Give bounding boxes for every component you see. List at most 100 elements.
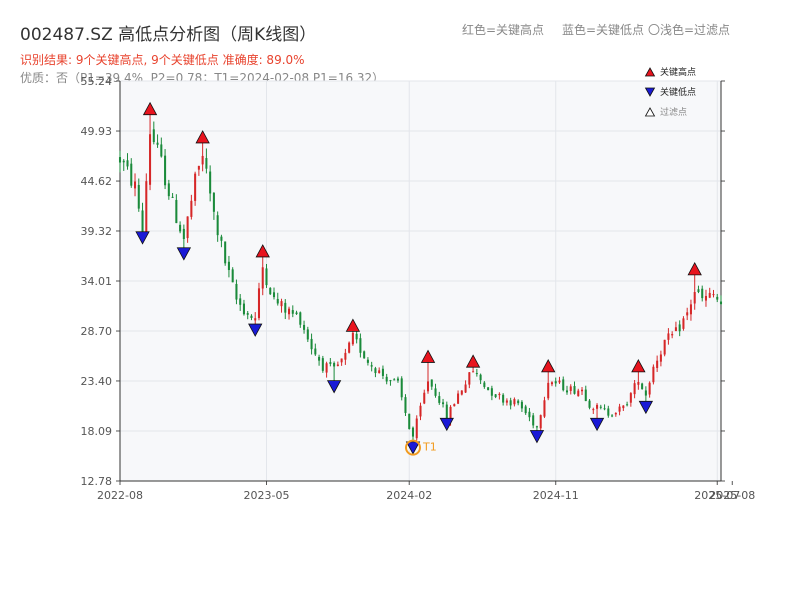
candle-body [307, 329, 309, 339]
candle-body [442, 402, 444, 404]
candle-body [348, 343, 350, 353]
candle-body [517, 401, 519, 404]
candle-body [427, 381, 429, 391]
candle-body [164, 156, 166, 186]
candle-body [622, 406, 624, 409]
candle-body [217, 215, 219, 235]
x-tick-label: 2023-05 [244, 489, 290, 502]
candle-body [172, 197, 174, 198]
candle-body [318, 357, 320, 361]
candle-body [483, 383, 485, 387]
candle-body [660, 354, 662, 361]
candle-body [573, 386, 575, 394]
candle-body [269, 288, 271, 294]
candle-body [472, 371, 474, 372]
candle-body [600, 407, 602, 408]
candle-body [686, 312, 688, 315]
x-tick-label: 2022-08 [97, 489, 143, 502]
candle-body [431, 379, 433, 386]
candle-body [656, 361, 658, 368]
legend-label-low: 关键低点 [660, 86, 696, 98]
candle-body [220, 237, 222, 241]
candle-body [311, 339, 313, 349]
candle-body [138, 185, 140, 209]
candle-body [521, 402, 523, 409]
candle-body [303, 325, 305, 330]
candle-body [153, 129, 155, 142]
candle-body [540, 415, 542, 428]
candle-body [280, 301, 282, 306]
candle-body [513, 399, 515, 404]
candle-body [352, 333, 354, 344]
candle-body [258, 288, 260, 318]
candle-body [265, 268, 267, 285]
candle-body [637, 382, 639, 385]
candle-body [495, 394, 497, 397]
candle-body [359, 338, 361, 353]
candle-body [716, 297, 718, 300]
candle-body [333, 363, 335, 366]
candle-body [645, 390, 647, 395]
candle-body [337, 365, 339, 366]
candle-body [393, 379, 395, 380]
candle-body [667, 333, 669, 339]
candle-body [126, 160, 128, 166]
candle-body [558, 381, 560, 383]
candle-body [329, 362, 331, 364]
candle-body [506, 400, 508, 402]
candle-body [476, 373, 478, 374]
candle-body [314, 349, 316, 355]
candle-body [581, 390, 583, 391]
candle-body [446, 405, 448, 420]
candle-body [232, 269, 234, 282]
candle-body [374, 368, 376, 373]
candle-body [630, 393, 632, 403]
legend-marker-high [646, 68, 655, 76]
candle-body [487, 387, 489, 390]
candle-body [457, 394, 459, 404]
candle-body [547, 383, 549, 398]
candle-body [235, 284, 237, 300]
candle-body [585, 390, 587, 401]
candle-body [589, 401, 591, 408]
candle-body [690, 304, 692, 314]
candle-body [209, 172, 211, 194]
y-tick-label: 49.93 [81, 125, 113, 138]
candle-body [356, 334, 358, 340]
candle-body [292, 310, 294, 314]
candle-body [419, 406, 421, 417]
candle-body [389, 380, 391, 381]
x-tick-label: 2024-02 [386, 489, 432, 502]
x-tick-label: 2025-08 [709, 489, 755, 502]
candle-body [382, 369, 384, 376]
candle-body [205, 158, 207, 169]
candle-body [243, 304, 245, 315]
candle-body [299, 312, 301, 324]
candle-body [367, 360, 369, 363]
candle-body [551, 382, 553, 384]
candle-body [438, 396, 440, 403]
candle-body [465, 384, 467, 392]
candle-body [641, 384, 643, 390]
candle-body [341, 359, 343, 363]
candle-body [183, 229, 185, 239]
candle-body [190, 201, 192, 217]
candle-body [532, 415, 534, 425]
t1-label: T1 [422, 441, 437, 454]
candle-body [701, 289, 703, 298]
candle-body [408, 414, 410, 429]
candle-body [528, 412, 530, 417]
candle-body [453, 404, 455, 406]
candle-body [525, 406, 527, 413]
candle-body [179, 225, 181, 232]
candle-body [401, 378, 403, 397]
candle-body [709, 293, 711, 298]
candle-body [604, 408, 606, 409]
candle-body [555, 381, 557, 383]
candle-body [682, 318, 684, 328]
candle-body [194, 174, 196, 201]
candle-body [416, 419, 418, 439]
candle-body [434, 388, 436, 395]
candle-body [577, 391, 579, 397]
